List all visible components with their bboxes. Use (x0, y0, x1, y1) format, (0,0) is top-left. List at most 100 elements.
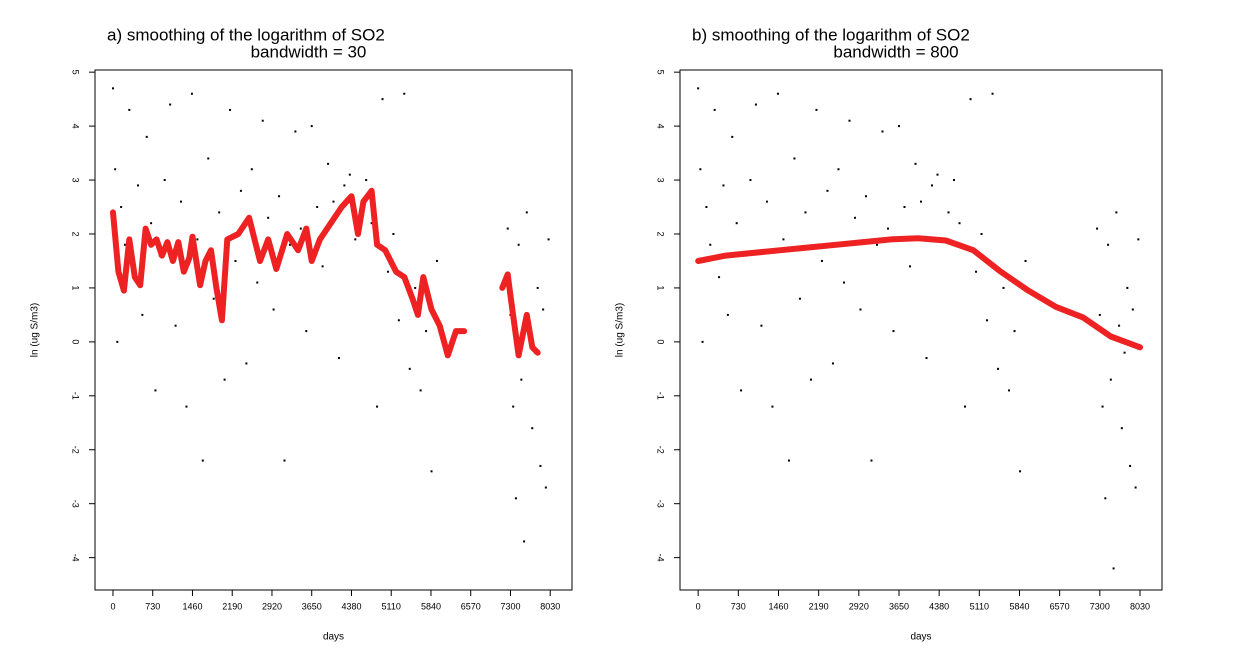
x-tick-label: 4380 (929, 601, 949, 611)
data-point (875, 243, 878, 246)
data-point (908, 265, 911, 268)
data-point (201, 459, 204, 462)
data-point (299, 227, 302, 230)
data-point (354, 238, 357, 241)
data-point (316, 206, 319, 209)
data-point (1123, 351, 1126, 354)
data-point (782, 238, 785, 241)
x-axis-label: days (323, 632, 344, 643)
y-tick-label: 2 (656, 231, 666, 236)
data-point (925, 357, 928, 360)
data-point (525, 211, 528, 214)
y-tick-label: -4 (656, 554, 666, 562)
data-point (718, 276, 721, 279)
data-point (435, 259, 438, 262)
data-point (831, 362, 834, 365)
data-point (180, 200, 183, 203)
data-point (699, 168, 702, 171)
data-point (1120, 427, 1123, 430)
x-tick-label: 730 (731, 601, 746, 611)
y-tick-label: 0 (656, 339, 666, 344)
y-tick-label: 1 (71, 285, 81, 290)
data-point (826, 189, 829, 192)
data-point (111, 87, 114, 90)
data-point (1104, 497, 1107, 500)
data-point (793, 157, 796, 160)
data-point (931, 184, 934, 187)
data-point (174, 324, 177, 327)
x-tick-label: 8030 (1130, 601, 1150, 611)
data-point (1008, 389, 1011, 392)
y-tick-label: -2 (71, 446, 81, 454)
data-point (1107, 243, 1110, 246)
data-point (864, 195, 867, 198)
data-point (250, 168, 253, 171)
data-point (731, 135, 734, 138)
data-point (223, 378, 226, 381)
data-point (1101, 405, 1104, 408)
data-point (234, 259, 237, 262)
data-point (842, 281, 845, 284)
data-point (337, 357, 340, 360)
data-point (212, 297, 215, 300)
data-point (1129, 464, 1132, 467)
data-point (370, 222, 373, 225)
x-tick-label: 1460 (182, 601, 202, 611)
data-point (520, 378, 523, 381)
data-point (809, 378, 812, 381)
data-point (128, 108, 131, 111)
x-tick-label: 5840 (421, 601, 441, 611)
chart-title: b) smoothing of the logarithm of SO2 (692, 25, 970, 44)
data-point (936, 173, 939, 176)
data-point (705, 206, 708, 209)
data-point (150, 222, 153, 225)
y-axis-label: ln (ug S/m3) (615, 303, 626, 357)
data-point (1131, 308, 1134, 311)
data-point (765, 200, 768, 203)
data-point (1134, 486, 1137, 489)
data-point (749, 179, 752, 182)
data-point (517, 243, 520, 246)
data-point (327, 162, 330, 165)
data-point (726, 313, 729, 316)
x-tick-label: 6570 (461, 601, 481, 611)
y-tick-label: -1 (656, 392, 666, 400)
chart-title: a) smoothing of the logarithm of SO2 (107, 25, 385, 44)
data-point (256, 281, 259, 284)
data-point (137, 184, 140, 187)
y-tick-label: -3 (71, 500, 81, 508)
data-point (771, 405, 774, 408)
data-point (986, 319, 989, 322)
data-point (123, 243, 126, 246)
data-point (154, 389, 157, 392)
data-point (120, 206, 123, 209)
data-point (1013, 330, 1016, 333)
x-tick-label: 3650 (302, 601, 322, 611)
y-tick-label: 5 (656, 70, 666, 75)
data-point (539, 464, 542, 467)
data-point (196, 238, 199, 241)
data-point (958, 222, 961, 225)
data-point (403, 92, 406, 95)
y-tick-label: 3 (71, 178, 81, 183)
data-point (853, 216, 856, 219)
data-point (523, 540, 526, 543)
data-point (735, 222, 738, 225)
x-tick-label: 7300 (1090, 601, 1110, 611)
y-tick-label: 0 (71, 339, 81, 344)
data-point (506, 227, 509, 230)
data-point (991, 92, 994, 95)
x-tick-label: 7300 (500, 601, 520, 611)
data-point (848, 119, 851, 122)
data-point (709, 243, 712, 246)
data-point (760, 324, 763, 327)
data-point (697, 87, 700, 90)
data-point (722, 184, 725, 187)
data-point (914, 162, 917, 165)
data-point (310, 125, 313, 128)
data-point (754, 103, 757, 106)
x-tick-label: 6570 (1050, 601, 1070, 611)
y-tick-label: 3 (656, 178, 666, 183)
data-point (1112, 567, 1115, 570)
smooth-line (695, 235, 1143, 351)
